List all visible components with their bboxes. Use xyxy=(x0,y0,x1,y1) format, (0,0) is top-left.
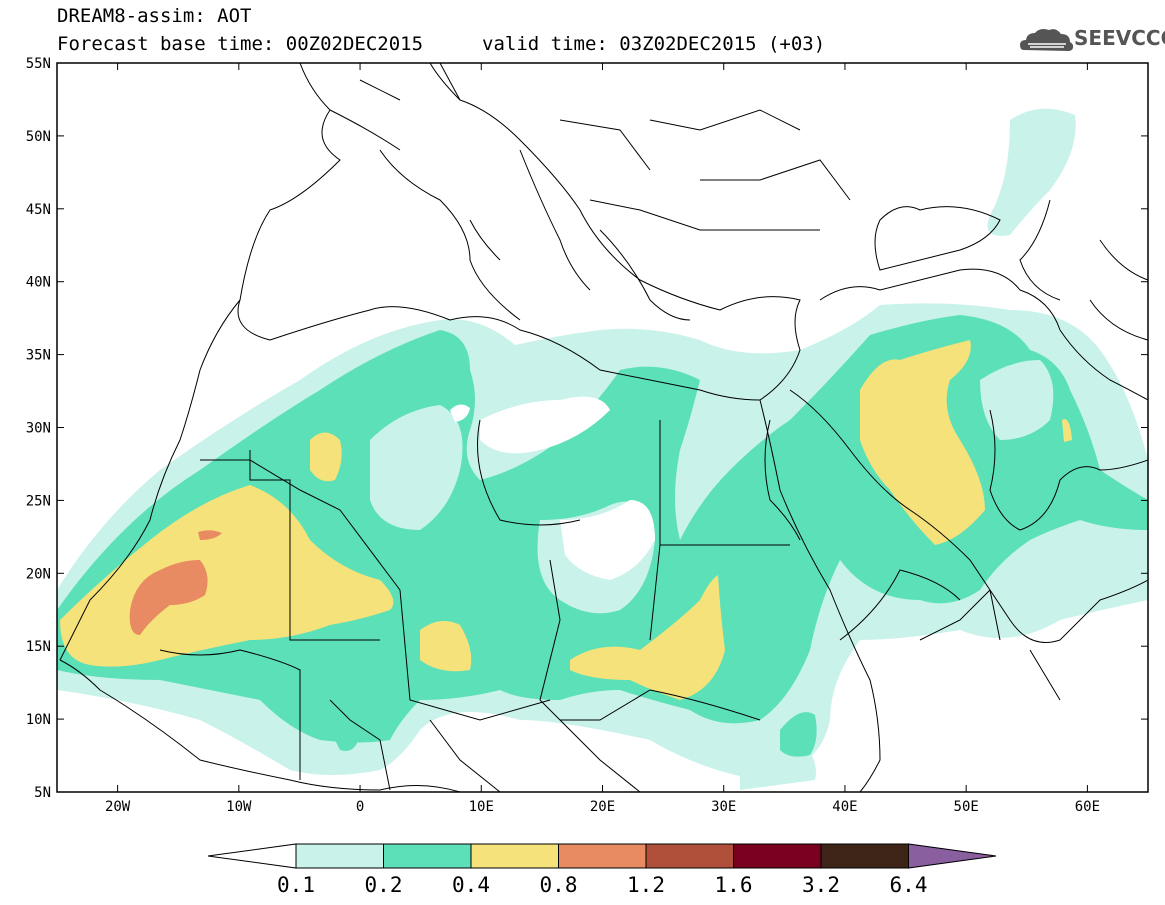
y-tick-label: 30N xyxy=(26,421,51,437)
y-tick-label: 35N xyxy=(26,348,51,364)
cloud-logo-icon xyxy=(1020,29,1074,51)
x-tick-label: 40E xyxy=(832,799,857,815)
colorbar-level-label: 6.4 xyxy=(890,873,928,897)
y-tick-label: 5N xyxy=(34,785,51,801)
colorbar-level-label: 0.2 xyxy=(365,873,403,897)
x-tick-label: 60E xyxy=(1075,799,1100,815)
colorbar-min-arrow xyxy=(207,843,297,869)
y-tick-label: 20N xyxy=(26,566,51,582)
y-tick-label: 25N xyxy=(26,493,51,509)
colorbar-swatch xyxy=(383,843,472,869)
map-title: DREAM8-assim: AOT xyxy=(57,5,252,27)
colorbar-swatch xyxy=(645,843,734,869)
colorbar-max-arrow xyxy=(908,843,997,869)
x-tick-label: 0 xyxy=(356,799,364,815)
y-tick-label: 40N xyxy=(26,275,51,291)
logo-text: SEEVCCC xyxy=(1074,26,1165,50)
colorbar-swatch xyxy=(733,843,822,869)
y-tick-label: 15N xyxy=(26,639,51,655)
colorbar-swatch xyxy=(558,843,647,869)
y-tick-label: 10N xyxy=(26,712,51,728)
x-tick-label: 30E xyxy=(711,799,736,815)
x-tick-label: 20E xyxy=(590,799,615,815)
colorbar-level-label: 1.6 xyxy=(715,873,753,897)
x-tick-label: 10E xyxy=(469,799,494,815)
forecast-base-time: Forecast base time: 00Z02DEC2015 xyxy=(57,33,424,55)
y-tick-label: 45N xyxy=(26,202,51,218)
colorbar: 0.1 0.2 0.4 0.8 1.2 1.6 3.2 6.4 xyxy=(207,843,997,897)
colorbar-swatch xyxy=(820,843,909,869)
y-tick-label: 50N xyxy=(26,129,51,145)
colorbar-swatch xyxy=(470,843,559,869)
aot-clear-areas xyxy=(450,396,655,580)
x-tick-label: 20W xyxy=(105,799,131,815)
y-axis: 55N 50N 45N 40N 35N 30N 25N 20N 15N 10N 5N xyxy=(26,56,1148,801)
x-tick-label: 50E xyxy=(954,799,979,815)
colorbar-level-label: 1.2 xyxy=(627,873,665,897)
colorbar-level-label: 3.2 xyxy=(802,873,840,897)
x-axis: 20W 10W 0 10E 20E 30E 40E 50E 60E xyxy=(105,63,1100,815)
colorbar-swatch xyxy=(295,843,384,869)
valid-time: valid time: 03Z02DEC2015 (+03) xyxy=(482,33,826,55)
aot-field xyxy=(57,108,1148,790)
colorbar-level-label: 0.4 xyxy=(452,873,490,897)
colorbar-level-label: 0.8 xyxy=(540,873,578,897)
x-tick-label: 10W xyxy=(226,799,252,815)
colorbar-level-label: 0.1 xyxy=(277,873,315,897)
coastlines-borders xyxy=(59,63,1148,792)
aot-level-0.8-1.2 xyxy=(129,530,222,635)
y-tick-label: 55N xyxy=(26,56,51,72)
